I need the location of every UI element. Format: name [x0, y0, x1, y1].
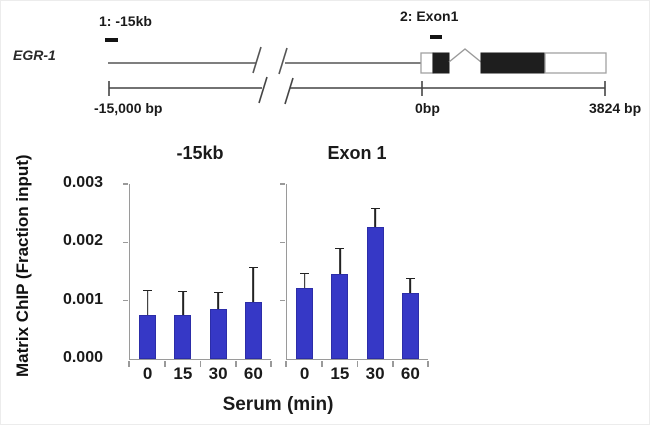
error-bar-exon1-30min [370, 207, 380, 228]
error-bar--15kb-60min [248, 267, 258, 302]
bar-exon1-0min [296, 287, 314, 359]
x-tick-mark [285, 360, 287, 367]
error-bar--15kb-30min [213, 291, 223, 309]
error-bar-exon1-60min [405, 277, 415, 293]
y-tick-label: 0.000 [62, 349, 103, 366]
x-tick-mark [234, 360, 237, 367]
bar-exon1-15min [331, 273, 349, 359]
x-tick-label: 30 [208, 364, 228, 383]
gene-line-break-slash-1 [252, 46, 262, 74]
bar--15kb-30min [209, 308, 227, 359]
x-axis-title: Serum (min) [222, 394, 334, 415]
x-tick-mark [356, 360, 359, 367]
error-bar-stem [409, 278, 412, 293]
amplicon-1-label: 1: -15kb [99, 13, 152, 29]
scale-start-label: -15,000 bp [94, 100, 163, 116]
bar--15kb-60min [244, 301, 262, 359]
y-tick-mark [280, 299, 286, 302]
bar-exon1-30min [366, 227, 384, 359]
error-bar-stem [252, 268, 255, 302]
x-tick-label: 15 [330, 364, 350, 383]
scale-break-slash-1 [258, 76, 268, 104]
x-tick-label: 30 [365, 364, 385, 383]
error-bar--15kb-0min [143, 289, 153, 316]
error-bar-stem [217, 292, 219, 309]
x-tick-mark [128, 360, 130, 367]
error-bar-exon1-15min [335, 248, 345, 274]
error-bar-stem [182, 291, 184, 316]
y-tick-mark [280, 183, 286, 185]
scale-break-slash-2 [284, 77, 294, 105]
error-bar-stem [303, 273, 306, 288]
bar--15kb-15min [174, 315, 192, 359]
gene-line-break-slash-2 [278, 47, 288, 75]
x-tick-mark [270, 360, 272, 367]
y-tick-mark [123, 299, 129, 302]
scale-zero-label: 0bp [415, 100, 440, 116]
y-tick-mark [280, 241, 286, 244]
error-bar-exon1-0min [300, 272, 310, 288]
bar--15kb-0min [139, 315, 157, 359]
y-tick-label: 0.002 [62, 232, 103, 250]
y-tick-label: 0.001 [62, 290, 103, 308]
exon1-box [432, 52, 450, 74]
y-tick-label: 0.003 [62, 174, 103, 191]
x-tick-mark [321, 360, 324, 367]
error-bar-stem [374, 208, 376, 228]
x-tick-mark [199, 360, 202, 367]
y-tick-mark [123, 241, 129, 244]
x-tick-mark [391, 360, 394, 367]
intron-caret [448, 48, 482, 63]
utr-box-right [544, 52, 607, 74]
y-tick-mark [123, 183, 129, 185]
x-tick-mark [164, 360, 167, 367]
utr-box-left [420, 52, 434, 74]
amplicon-2-label: 2: Exon1 [400, 8, 459, 24]
error-bar-stem [146, 290, 149, 316]
y-axis-title: Matrix ChIP (Fraction input) [13, 154, 32, 378]
error-bar--15kb-15min [178, 290, 188, 316]
x-tick-label: 0 [142, 364, 153, 383]
gene-name-label: EGR-1 [13, 47, 56, 63]
panel-title-exon-1: Exon 1 [327, 143, 387, 163]
panel-title-minus-15kb: -15kb [176, 143, 224, 163]
x-tick-mark [427, 360, 429, 367]
panel-exon-1: Exon 1 0 15 30 60 [280, 143, 429, 383]
amplicon-1-marker [105, 38, 118, 42]
gene-structure-graphic [108, 46, 607, 105]
scale-end-label: 3824 bp [589, 100, 642, 116]
panel-minus-15kb: -15kb 0 15 30 60 [123, 143, 272, 383]
x-tick-label: 0 [299, 364, 310, 383]
error-bar-stem [339, 249, 341, 274]
x-tick-label: 60 [400, 364, 420, 383]
x-tick-label: 15 [173, 364, 193, 383]
exon2-box [480, 52, 546, 74]
x-tick-label: 60 [243, 364, 263, 383]
bar-exon1-60min [401, 292, 419, 359]
amplicon-2-marker [430, 35, 442, 39]
